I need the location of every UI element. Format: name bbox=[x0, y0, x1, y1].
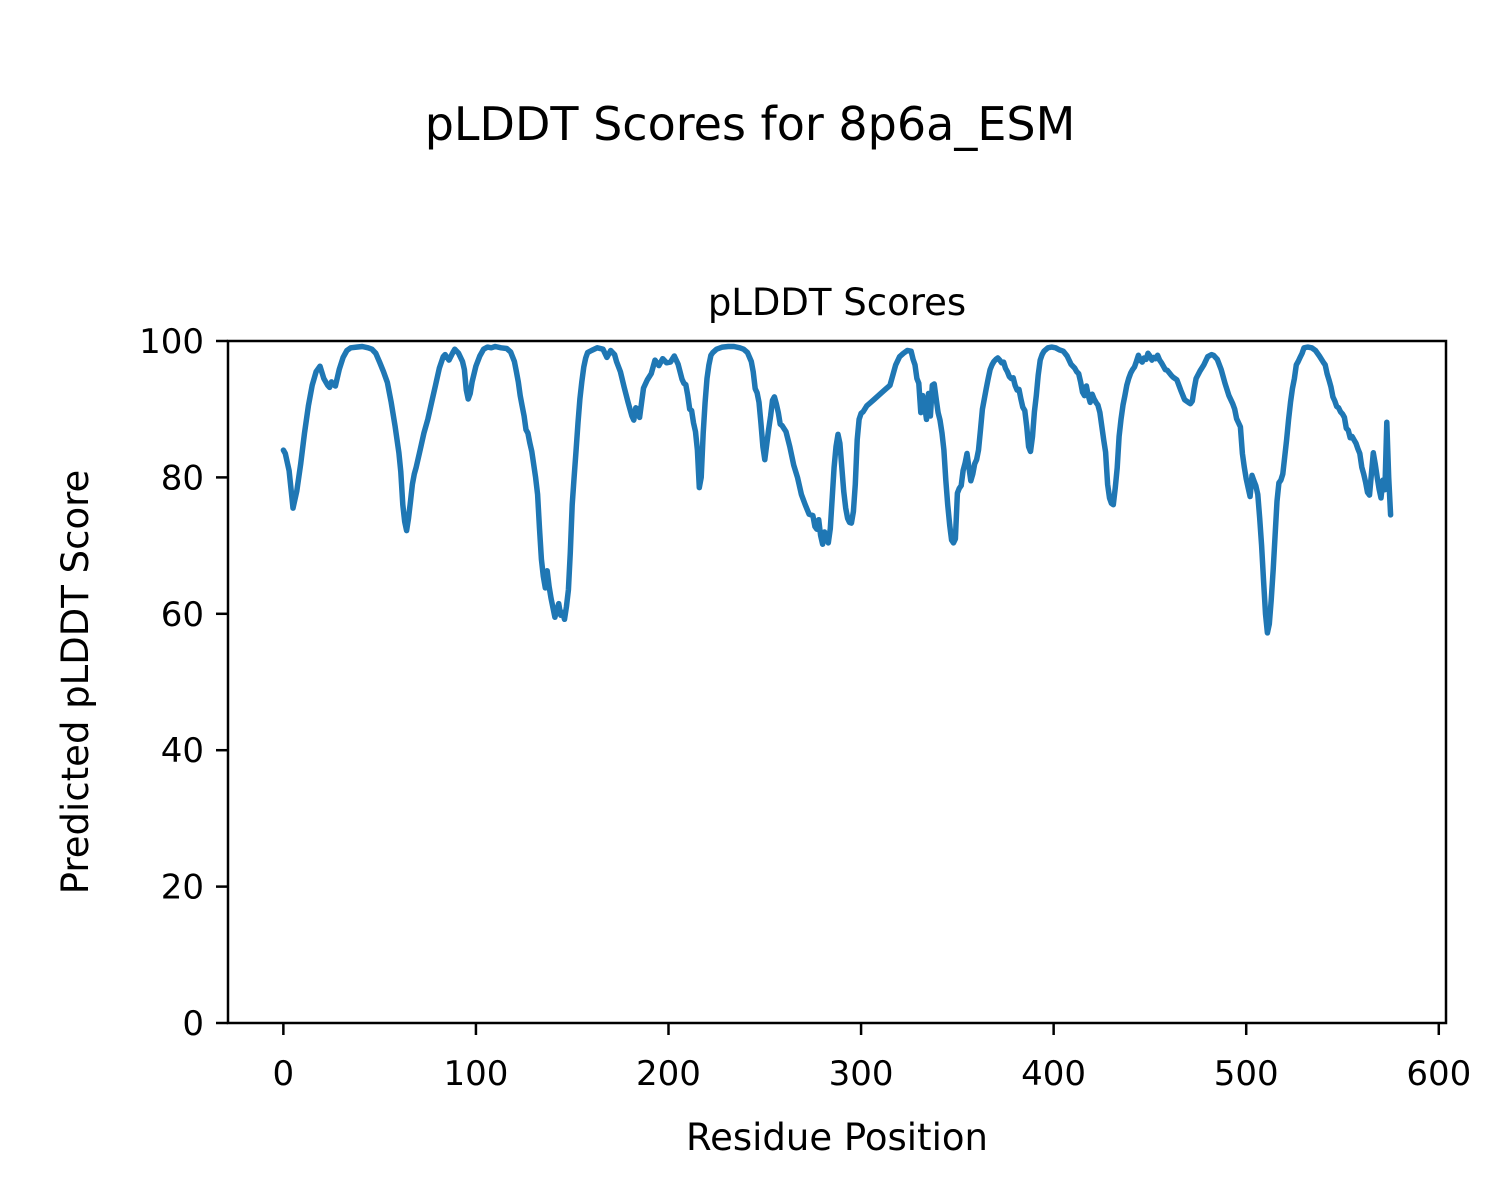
x-tick-label: 500 bbox=[1214, 1054, 1279, 1094]
axes-title: pLDDT Scores bbox=[708, 281, 966, 324]
x-tick-label: 200 bbox=[636, 1054, 701, 1094]
y-tick-label: 40 bbox=[161, 731, 204, 771]
x-axis-label: Residue Position bbox=[686, 1116, 988, 1159]
x-tick-label: 300 bbox=[829, 1054, 894, 1094]
y-tick-label: 60 bbox=[161, 595, 204, 635]
y-tick-label: 20 bbox=[161, 868, 204, 908]
x-tick-label: 0 bbox=[273, 1054, 295, 1094]
x-axis-ticks: 0 100 200 300 400 500 600 bbox=[273, 1023, 1471, 1094]
x-tick-label: 100 bbox=[443, 1054, 508, 1094]
y-tick-label: 0 bbox=[182, 1004, 204, 1044]
y-axis-ticks: 0 20 40 60 80 100 bbox=[139, 322, 228, 1044]
y-axis-label: Predicted pLDDT Score bbox=[54, 470, 97, 895]
figure-title: pLDDT Scores for 8p6a_ESM bbox=[425, 97, 1076, 151]
y-tick-label: 80 bbox=[161, 458, 204, 498]
x-tick-label: 600 bbox=[1406, 1054, 1471, 1094]
y-tick-label: 100 bbox=[139, 322, 204, 362]
x-tick-label: 400 bbox=[1021, 1054, 1086, 1094]
axes-frame bbox=[226, 339, 1448, 1025]
plddt-line bbox=[280, 343, 1394, 636]
